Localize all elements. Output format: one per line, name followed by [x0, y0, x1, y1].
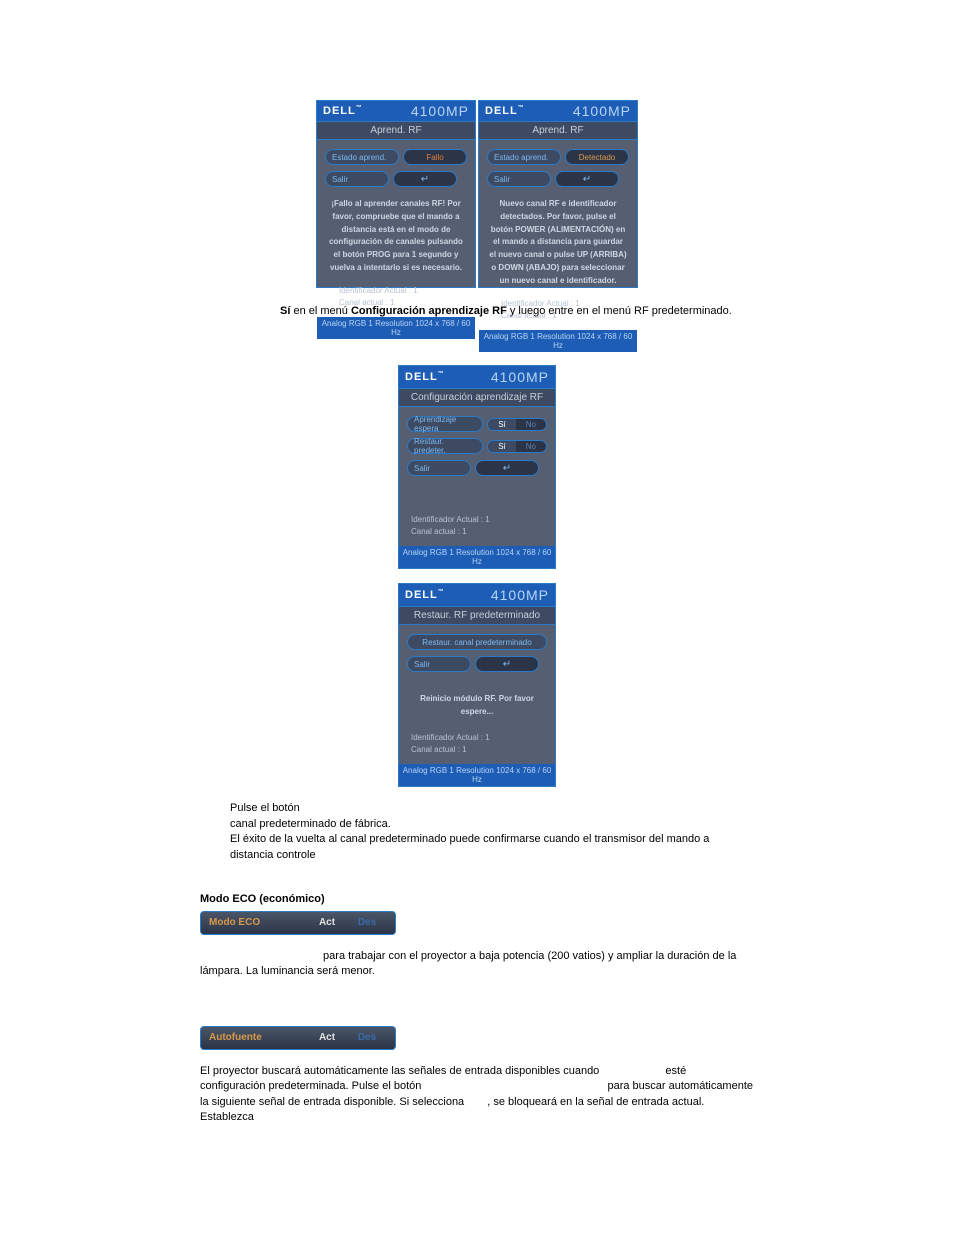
- fail-message: ¡Fallo al aprender canales RF! Por favor…: [327, 198, 465, 275]
- row-restore-channel[interactable]: Restaur. canal predeterminado: [407, 634, 547, 650]
- row-exit[interactable]: Salir ↵: [325, 171, 467, 187]
- dell-logo: DELL™: [485, 105, 525, 117]
- osd-subtitle: Aprend. RF: [317, 121, 475, 140]
- dell-logo: DELL™: [405, 371, 445, 383]
- detect-message: Nuevo canal RF e identificador detectado…: [489, 198, 627, 288]
- osd-header: DELL™ 4100MP: [479, 101, 637, 121]
- row-restore-default[interactable]: Restaur. predeter. Sí No: [407, 438, 547, 454]
- strip-label: Modo ECO: [209, 917, 307, 928]
- row-learn-status: Estado aprend. Detectado: [487, 149, 629, 165]
- opt-yes[interactable]: Sí: [488, 441, 516, 452]
- learn-status-label: Estado aprend.: [325, 149, 399, 165]
- osd-footer: Analog RGB 1 Resolution 1024 x 768 / 60 …: [399, 764, 555, 786]
- opt-no[interactable]: No: [516, 419, 546, 430]
- para-eco: para trabajar con el proyector a baja po…: [200, 949, 754, 980]
- ids-block: Identificador Actual : 1 Canal actual : …: [411, 732, 547, 756]
- osd-footer: Analog RGB 1 Resolution 1024 x 768 / 60 …: [479, 330, 637, 352]
- osd-stack: DELL™ 4100MP Configuración aprendizaje R…: [100, 365, 854, 787]
- strip-off[interactable]: Des: [347, 1032, 387, 1043]
- osd-subtitle: Configuración aprendizaje RF: [399, 388, 555, 407]
- strip-off[interactable]: Des: [347, 917, 387, 928]
- model-label: 4100MP: [573, 103, 631, 119]
- exit-label: Salir: [487, 171, 551, 187]
- row-learn-status: Estado aprend. Fallo: [325, 149, 467, 165]
- exit-label: Salir: [407, 460, 471, 476]
- id-current: Identificador Actual : 1: [411, 514, 547, 526]
- osd-pair: DELL™ 4100MP Aprend. RF Estado aprend. F…: [100, 100, 854, 288]
- para-restore: Pulse el botón canal predeterminado de f…: [230, 801, 754, 863]
- row-learn-wait[interactable]: Aprendizaje espera Sí No: [407, 416, 547, 432]
- dell-logo: DELL™: [323, 105, 363, 117]
- para-config-rf: Sí en el menú Configuración aprendizaje …: [280, 304, 754, 319]
- document-page: DELL™ 4100MP Aprend. RF Estado aprend. F…: [0, 0, 954, 1221]
- strip-label: Autofuente: [209, 1032, 307, 1043]
- return-icon: ↵: [393, 171, 457, 187]
- osd-learn-fail: DELL™ 4100MP Aprend. RF Estado aprend. F…: [316, 100, 476, 288]
- restore-options[interactable]: Sí No: [487, 440, 547, 453]
- row-exit[interactable]: Salir ↵: [487, 171, 629, 187]
- learn-status-label: Estado aprend.: [487, 149, 561, 165]
- strip-on[interactable]: Act: [307, 1032, 347, 1043]
- osd-footer: Analog RGB 1 Resolution 1024 x 768 / 60 …: [317, 317, 475, 339]
- strip-on[interactable]: Act: [307, 917, 347, 928]
- opt-yes[interactable]: Sí: [488, 419, 516, 430]
- strip-autofuente[interactable]: Autofuente Act Des: [200, 1026, 396, 1050]
- id-current: Identificador Actual : 1: [339, 285, 467, 297]
- learn-wait-options[interactable]: Sí No: [487, 418, 547, 431]
- model-label: 4100MP: [491, 369, 549, 385]
- osd-header: DELL™ 4100MP: [317, 101, 475, 121]
- id-current: Identificador Actual : 1: [411, 732, 547, 744]
- model-label: 4100MP: [491, 587, 549, 603]
- learn-wait-label: Aprendizaje espera: [407, 416, 483, 432]
- restore-message: Reinicio módulo RF. Por favor espere...: [409, 693, 545, 719]
- opt-no[interactable]: No: [516, 441, 546, 452]
- channel-current: Canal actual : 1: [411, 526, 547, 538]
- learn-status-value: Detectado: [565, 149, 629, 165]
- channel-current: Canal actual : 1: [411, 744, 547, 756]
- exit-label: Salir: [325, 171, 389, 187]
- osd-restore-rf: DELL™ 4100MP Restaur. RF predeterminado …: [398, 583, 556, 787]
- para-autofuente: El proyector buscará automáticamente las…: [200, 1064, 754, 1126]
- row-exit[interactable]: Salir ↵: [407, 460, 547, 476]
- ids-block: Identificador Actual : 1 Canal actual : …: [411, 514, 547, 538]
- strip-modo-eco[interactable]: Modo ECO Act Des: [200, 911, 396, 935]
- osd-header: DELL™ 4100MP: [399, 366, 555, 388]
- restore-default-label: Restaur. predeter.: [407, 438, 483, 454]
- osd-learn-detected: DELL™ 4100MP Aprend. RF Estado aprend. D…: [478, 100, 638, 288]
- exit-label: Salir: [407, 656, 471, 672]
- return-icon: ↵: [475, 656, 539, 672]
- row-exit[interactable]: Salir ↵: [407, 656, 547, 672]
- osd-subtitle: Restaur. RF predeterminado: [399, 606, 555, 625]
- heading-eco: Modo ECO (económico): [200, 893, 754, 905]
- dell-logo: DELL™: [405, 589, 445, 601]
- learn-status-value: Fallo: [403, 149, 467, 165]
- osd-footer: Analog RGB 1 Resolution 1024 x 768 / 60 …: [399, 546, 555, 568]
- osd-config-rf: DELL™ 4100MP Configuración aprendizaje R…: [398, 365, 556, 569]
- osd-header: DELL™ 4100MP: [399, 584, 555, 606]
- model-label: 4100MP: [411, 103, 469, 119]
- return-icon: ↵: [555, 171, 619, 187]
- restore-channel-label: Restaur. canal predeterminado: [407, 634, 547, 650]
- osd-subtitle: Aprend. RF: [479, 121, 637, 140]
- return-icon: ↵: [475, 460, 539, 476]
